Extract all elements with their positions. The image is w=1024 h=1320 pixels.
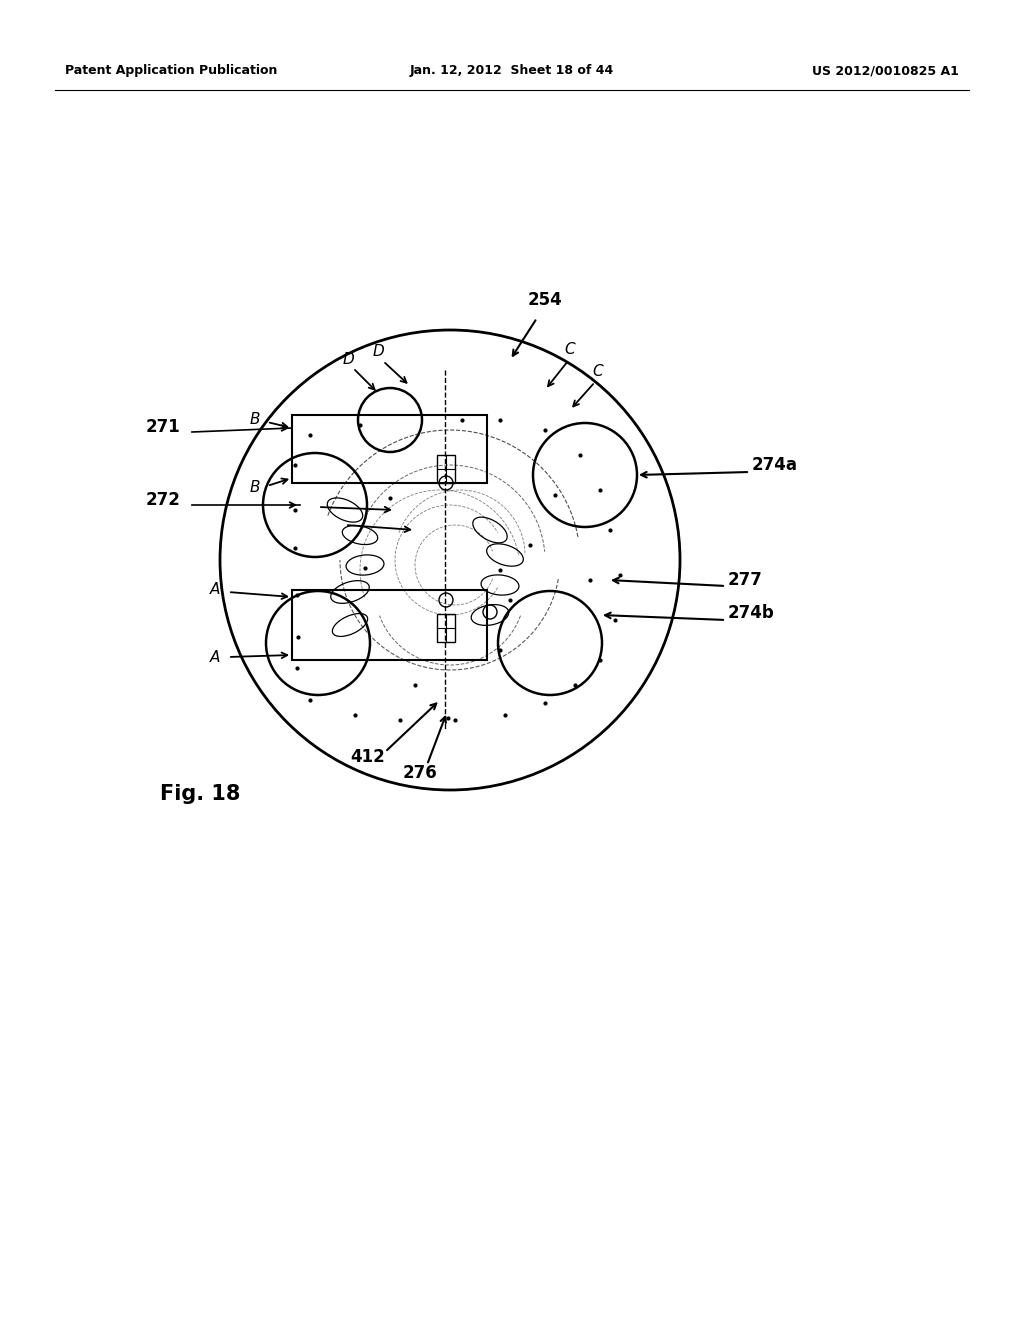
Text: 276: 276 — [402, 764, 437, 781]
Text: US 2012/0010825 A1: US 2012/0010825 A1 — [812, 63, 959, 77]
Text: Jan. 12, 2012  Sheet 18 of 44: Jan. 12, 2012 Sheet 18 of 44 — [410, 63, 614, 77]
Bar — [292, 414, 487, 483]
Text: 412: 412 — [350, 748, 385, 766]
Text: 274b: 274b — [728, 605, 775, 622]
Text: 274a: 274a — [752, 455, 798, 474]
Text: C: C — [593, 364, 603, 380]
Bar — [437, 455, 455, 483]
Text: A: A — [210, 651, 220, 665]
Text: 254: 254 — [527, 290, 562, 309]
Text: 277: 277 — [728, 572, 763, 589]
Text: 272: 272 — [145, 491, 180, 510]
Text: D: D — [372, 345, 384, 359]
Text: 271: 271 — [145, 418, 180, 436]
Text: B: B — [250, 480, 260, 495]
Text: A: A — [210, 582, 220, 598]
Bar — [437, 614, 455, 642]
Text: D: D — [342, 352, 354, 367]
Bar — [292, 590, 487, 660]
Text: C: C — [564, 342, 575, 358]
Text: Fig. 18: Fig. 18 — [160, 784, 241, 804]
Text: Patent Application Publication: Patent Application Publication — [65, 63, 278, 77]
Text: B: B — [250, 412, 260, 428]
